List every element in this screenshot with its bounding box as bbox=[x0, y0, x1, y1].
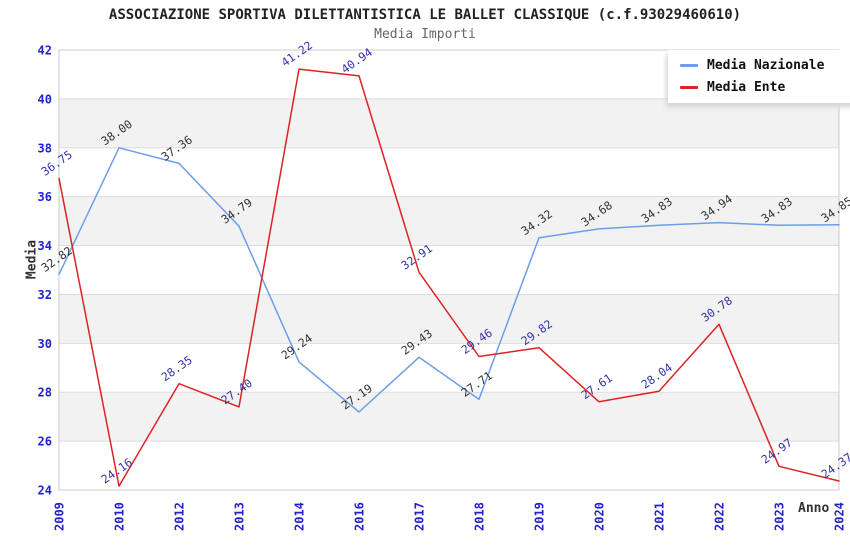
y-tick-label: 42 bbox=[38, 44, 52, 58]
legend-item-media-ente: Media Ente bbox=[680, 80, 850, 95]
y-axis-title: Media bbox=[24, 239, 40, 280]
x-tick-label: 2014 bbox=[293, 502, 307, 531]
plot-band bbox=[59, 98, 839, 148]
x-tick-label: 2010 bbox=[113, 502, 127, 531]
x-tick-label: 2009 bbox=[53, 502, 67, 531]
y-tick-label: 36 bbox=[38, 190, 52, 204]
series-line-media-nazionale bbox=[58, 147, 840, 413]
y-tick-label: 40 bbox=[38, 92, 52, 106]
data-label: 24.16 bbox=[99, 455, 135, 486]
x-tick-label: 2021 bbox=[653, 502, 667, 531]
x-tick-label: 2019 bbox=[533, 502, 547, 531]
plot-band bbox=[59, 392, 839, 442]
y-tick-label: 28 bbox=[38, 386, 52, 400]
chart-title: ASSOCIAZIONE SPORTIVA DILETTANTISTICA LE… bbox=[108, 7, 742, 23]
y-tick-label: 26 bbox=[38, 435, 52, 449]
data-label: 41.22 bbox=[279, 38, 315, 69]
plot-band bbox=[59, 196, 839, 246]
x-tick-label: 2018 bbox=[473, 502, 487, 531]
data-label: 28.04 bbox=[639, 360, 675, 391]
y-tick-label: 30 bbox=[38, 337, 52, 351]
y-tick-label: 24 bbox=[38, 484, 52, 498]
plot-border bbox=[58, 49, 840, 491]
y-tick-label: 32 bbox=[38, 288, 52, 302]
legend-label: Media Nazionale bbox=[707, 58, 825, 73]
x-tick-label: 2023 bbox=[773, 502, 787, 531]
x-tick-label: 2020 bbox=[593, 502, 607, 531]
legend-swatch-red-line-icon bbox=[680, 86, 698, 89]
y-tick-label: 38 bbox=[38, 141, 52, 155]
x-tick-label: 2024 bbox=[833, 502, 847, 531]
x-tick-label: 2013 bbox=[233, 502, 247, 531]
legend: Media Nazionale Media Ente bbox=[668, 50, 850, 103]
x-tick-label: 2017 bbox=[413, 502, 427, 531]
data-label: 24.37 bbox=[819, 450, 850, 481]
x-tick-label: 2016 bbox=[353, 502, 367, 531]
series-line-media-ente bbox=[58, 68, 840, 487]
data-label: 28.35 bbox=[159, 353, 195, 384]
y-tick-label: 34 bbox=[38, 239, 52, 253]
x-tick-label: 2022 bbox=[713, 502, 727, 531]
legend-label: Media Ente bbox=[707, 80, 786, 95]
legend-item-media-nazionale: Media Nazionale bbox=[680, 58, 850, 73]
chart-subtitle: Media Importi bbox=[374, 27, 476, 42]
x-axis-title: Anno bbox=[798, 501, 830, 516]
legend-swatch-blue-line-icon bbox=[680, 64, 698, 67]
x-tick-label: 2012 bbox=[173, 502, 187, 531]
